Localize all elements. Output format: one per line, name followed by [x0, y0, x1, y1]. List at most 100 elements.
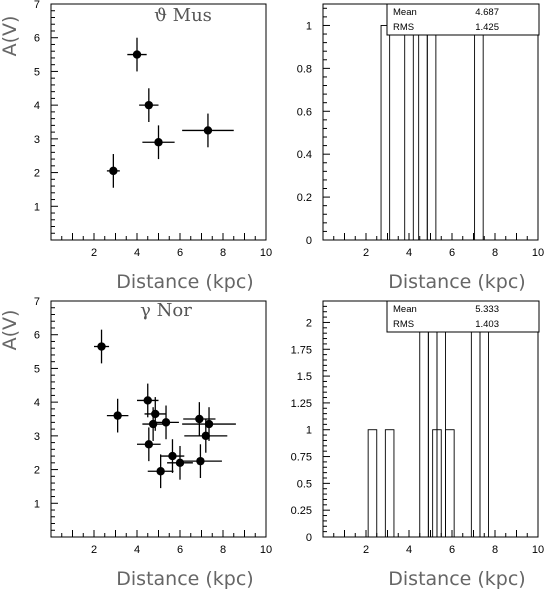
hist-bottom-rms-label: RMS — [393, 319, 414, 330]
hist-bottom-xtick-label: 2 — [363, 544, 369, 556]
hist-bottom-mean-label: Mean — [393, 304, 417, 315]
scatter-bottom-ytick-label: 1 — [34, 498, 40, 510]
scatter-top-ytick-label: 1 — [34, 201, 40, 213]
scatter-top-xtick-label: 8 — [220, 247, 226, 259]
scatter-top-xtick-label: 10 — [260, 247, 272, 259]
scatter-top-data-point — [132, 50, 142, 59]
hist-top-bar — [404, 25, 414, 241]
scatter-bottom-xlabel: Distance (kpc) — [116, 568, 253, 590]
scatter-top-xlabel: Distance (kpc) — [116, 271, 253, 293]
scatter-top-ytick-label: 7 — [34, 0, 40, 11]
hist-top-ytick-label: 0.8 — [297, 63, 312, 75]
scatter-bottom-xtick-label: 8 — [220, 544, 226, 556]
scatter-top-ytick-label: 3 — [34, 134, 40, 146]
hist-top-ytick-label: 0 — [306, 235, 312, 247]
hist-top-frame — [322, 3, 539, 241]
hist-bottom-bar — [470, 322, 481, 538]
hist-top-rms-value: 1.425 — [475, 22, 499, 33]
hist-bottom-mean-value: 5.333 — [475, 304, 499, 315]
scatter-bottom-data-point — [201, 431, 210, 441]
scatter-top-xtick-label: 2 — [91, 247, 97, 259]
hist-bottom-bar — [445, 429, 455, 538]
hist-top-xtick-label: 8 — [492, 247, 498, 259]
scatter-bottom-data-point — [161, 418, 171, 427]
hist-top-bar — [474, 25, 484, 241]
scatter-bottom-data-point — [143, 396, 152, 405]
scatter-bottom-data-point — [204, 419, 214, 429]
hist-bottom-bar — [384, 429, 395, 538]
hist-top-ytick-label: 0.4 — [297, 149, 312, 161]
hist-top-stats-box: Mean 4.687 RMS 1.425 — [386, 3, 540, 36]
scatter-bottom-xtick-label: 2 — [91, 544, 97, 556]
hist-top-mean-label: Mean — [393, 7, 417, 18]
scatter-top-frame — [50, 3, 267, 241]
hist-bottom-bars — [367, 322, 490, 538]
hist-top-panel: Distance (kpc) 2 4 6 8 10 0 0.2 0.4 0.6 0.8 1 Mean… — [297, 3, 544, 293]
hist-bottom-panel: Distance (kpc) 2 4 6 8 10 0 0.25 0.5 0.75 1 1.25 1.… — [291, 300, 544, 590]
scatter-bottom-data-point — [151, 409, 160, 419]
hist-top-xtick-label: 2 — [363, 247, 369, 259]
hist-bottom-ytick-label: 0 — [306, 532, 312, 544]
scatter-bottom-data-point — [97, 342, 106, 351]
hist-top-xtick-label: 4 — [406, 247, 412, 259]
scatter-bottom-xtick-label: 6 — [177, 544, 183, 556]
hist-top-mean-value: 4.687 — [475, 7, 499, 18]
scatter-bottom-title: γ Nor — [140, 300, 192, 321]
hist-bottom-bar — [479, 322, 490, 538]
scatter-bottom-data-point — [195, 414, 204, 424]
scatter-bottom-ytick-label: 2 — [34, 465, 40, 477]
hist-top-ytick-label: 0.2 — [297, 192, 312, 204]
hist-top-xtick-label: 10 — [532, 247, 544, 259]
hist-bottom-ytick-label: 1.5 — [297, 371, 312, 383]
scatter-top-data-point — [144, 100, 154, 110]
hist-bottom-ytick-label: 1.75 — [291, 344, 312, 356]
hist-top-bar — [426, 25, 437, 241]
scatter-top-ylabel: A(V) — [0, 16, 21, 57]
hist-bottom-ytick-label: 1 — [306, 425, 312, 437]
scatter-top-data-point — [203, 126, 213, 135]
hist-top-ytick-label: 1 — [306, 20, 312, 32]
scatter-top-ytick-label: 4 — [34, 100, 40, 112]
hist-bottom-ytick-label: 2 — [306, 317, 312, 329]
hist-bottom-ytick-label: 0.25 — [291, 505, 312, 517]
hist-bottom-ytick-label: 0.75 — [291, 452, 312, 464]
scatter-bottom-frame — [50, 300, 267, 538]
scatter-bottom-ytick-label: 7 — [34, 296, 40, 308]
scatter-bottom-ytick-label: 5 — [34, 363, 40, 375]
hist-top-bar — [380, 25, 391, 241]
scatter-top-xtick-label: 6 — [177, 247, 183, 259]
scatter-top-title: ϑ Mus — [154, 5, 212, 26]
hist-bottom-bar — [367, 429, 378, 538]
scatter-top-points — [106, 37, 234, 188]
scatter-bottom-data-point — [196, 456, 205, 466]
hist-top-ytick-label: 0.6 — [297, 106, 312, 118]
hist-bottom-xtick-label: 8 — [492, 544, 498, 556]
hist-bottom-axes: 2 4 6 8 10 0 0.25 0.5 0.75 1 1.25 1.5 1.75 2 — [291, 300, 544, 556]
scatter-bottom-data-point — [144, 440, 154, 449]
hist-bottom-ytick-label: 0.5 — [297, 478, 312, 490]
hist-top-rms-label: RMS — [393, 22, 414, 33]
scatter-bottom-ytick-label: 6 — [34, 330, 40, 342]
scatter-bottom-data-point — [175, 458, 185, 468]
hist-bottom-bar — [432, 429, 442, 538]
hist-bottom-frame — [322, 300, 539, 538]
hist-bottom-stats-box: Mean 5.333 RMS 1.403 — [386, 300, 540, 333]
scatter-top-ytick-label: 2 — [34, 168, 40, 180]
scatter-bottom-points — [94, 329, 236, 489]
hist-bottom-xtick-label: 4 — [406, 544, 412, 556]
scatter-top-ytick-label: 6 — [34, 33, 40, 45]
scatter-bottom-xtick-label: 10 — [260, 544, 272, 556]
hist-bottom-xtick-label: 6 — [449, 544, 455, 556]
scatter-bottom-xtick-label: 4 — [134, 544, 140, 556]
scatter-bottom-data-point — [156, 467, 165, 476]
scatter-bottom-data-point — [148, 419, 158, 429]
scatter-bottom-ytick-label: 4 — [34, 397, 40, 409]
scatter-top-xtick-label: 4 — [134, 247, 140, 259]
hist-bottom-ytick-label: 1.25 — [291, 398, 312, 410]
hist-top-bars — [380, 25, 484, 241]
